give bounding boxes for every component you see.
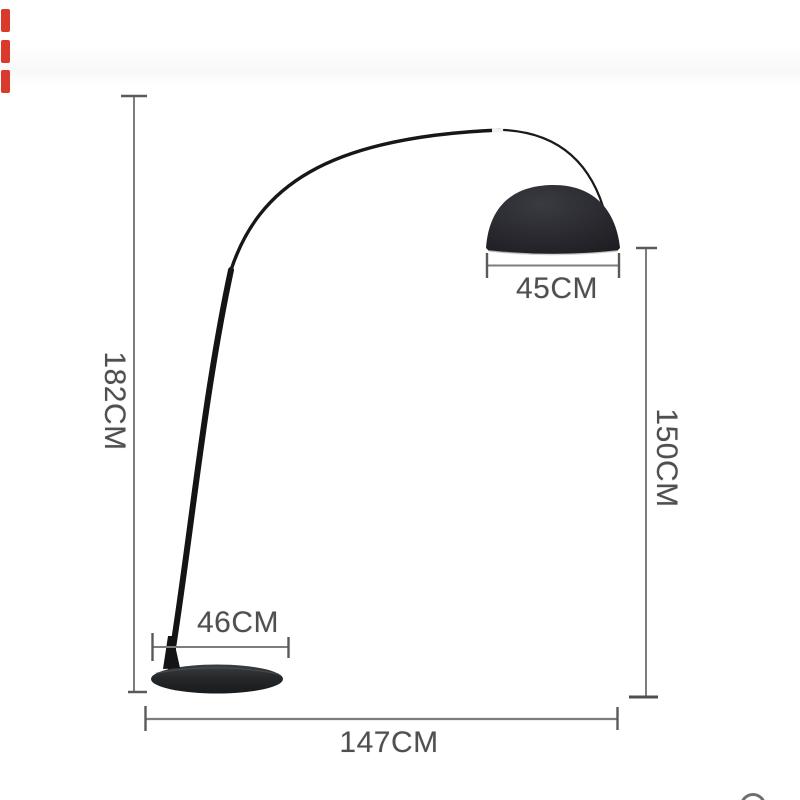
- lamp-shade-rim-highlight: [488, 250, 618, 256]
- lamp-rod-foot: [163, 636, 180, 669]
- red-dash-mark: [1, 9, 10, 32]
- lamp-arc-joint: [491, 128, 505, 133]
- lamp-arc-rod-upper: [229, 128, 502, 272]
- dim-label-overall-width: 147CM: [339, 726, 439, 759]
- background-shading-band: [0, 44, 800, 86]
- dim-label-shade-height: 150CM: [650, 408, 683, 508]
- lamp-base-edge-highlight: [155, 667, 280, 675]
- red-dash-mark: [1, 70, 10, 93]
- red-dash-mark: [1, 40, 10, 63]
- lamp-base: [151, 664, 283, 694]
- lamp-arc-wire: [502, 128, 608, 219]
- lamp-arc-rod-lower: [167, 267, 234, 670]
- watermark-circle-icon: [741, 793, 765, 800]
- dim-label-shade-width: 45CM: [515, 272, 599, 305]
- lamp-shade: [486, 184, 620, 254]
- dim-label-overall-height: 182CM: [98, 351, 131, 451]
- dim-label-base-width: 46CM: [196, 606, 280, 639]
